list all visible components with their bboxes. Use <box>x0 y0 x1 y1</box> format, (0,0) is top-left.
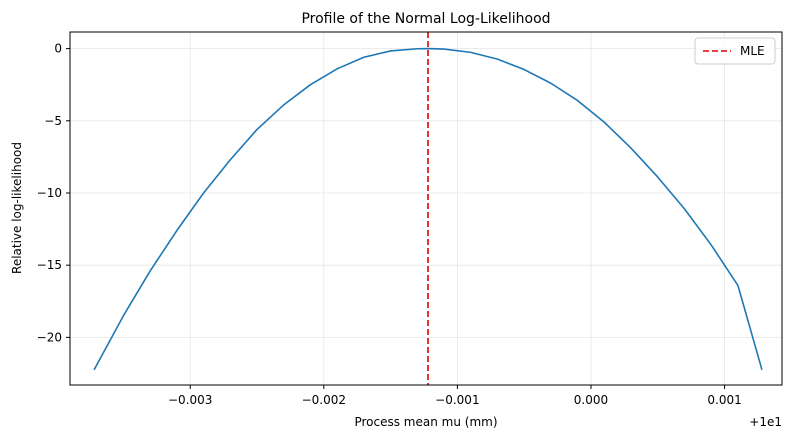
x-axis-label: Process mean mu (mm) <box>354 415 497 429</box>
chart-title: Profile of the Normal Log-Likelihood <box>301 11 550 27</box>
x-tick-label: 0.001 <box>707 393 741 407</box>
y-axis: 0 −5 −10 −15 −20 <box>37 42 70 344</box>
series-layer <box>93 47 763 371</box>
legend-box <box>694 37 776 65</box>
x-tick-label: −0.002 <box>302 393 346 407</box>
y-tick-label: −10 <box>37 186 62 200</box>
y-tick-label: −5 <box>44 114 62 128</box>
plot-frame <box>69 31 783 386</box>
x-offset-label: +1e1 <box>749 415 782 429</box>
x-tick-label: 0.000 <box>574 393 608 407</box>
likelihood-curve <box>93 47 763 371</box>
x-axis: −0.003 −0.002 −0.001 0.000 0.001 <box>168 385 742 407</box>
legend: MLE <box>694 37 776 65</box>
x-tick-label: −0.001 <box>435 393 479 407</box>
legend-mle-label: MLE <box>740 44 765 58</box>
y-tick-label: −20 <box>37 330 62 344</box>
y-axis-label: Relative log-likelihood <box>10 142 24 274</box>
y-tick-label: −15 <box>37 258 62 272</box>
x-tick-label: −0.003 <box>168 393 212 407</box>
y-tick-label: 0 <box>54 42 62 56</box>
grid <box>70 32 782 385</box>
